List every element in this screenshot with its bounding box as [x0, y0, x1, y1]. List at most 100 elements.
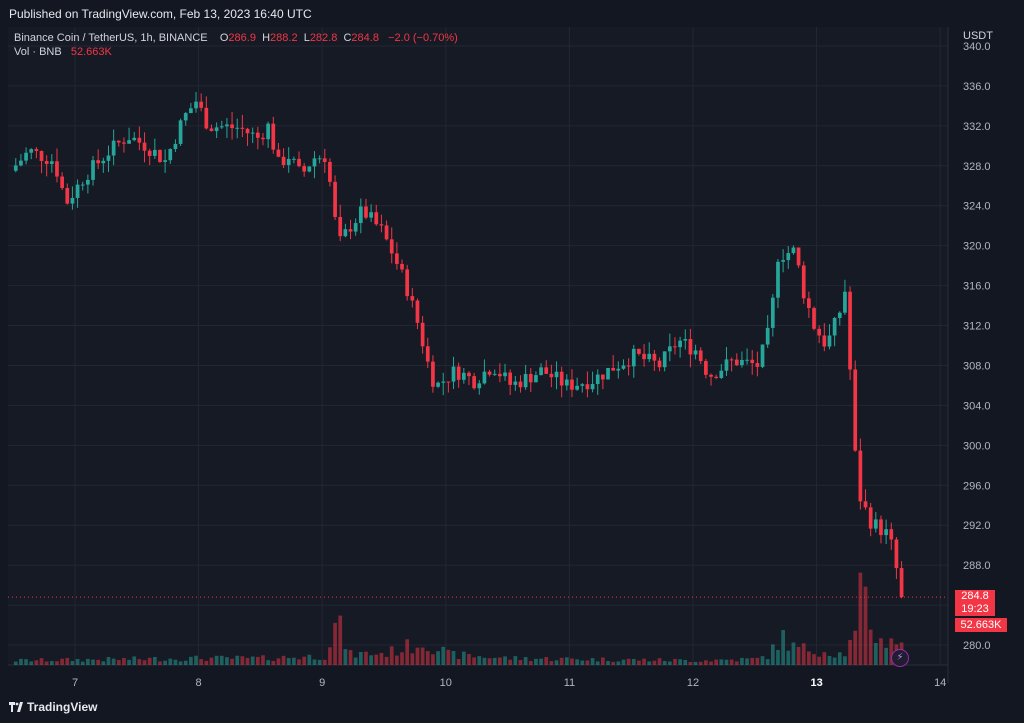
- volume-bar: [127, 659, 131, 665]
- volume-bar: [498, 657, 502, 665]
- candle-body: [168, 148, 173, 161]
- volume-bar: [389, 646, 394, 665]
- candle-body: [812, 308, 816, 329]
- volume-bar: [302, 656, 307, 665]
- volume-bar: [781, 630, 785, 665]
- volume-bar: [745, 658, 749, 665]
- candle-body: [451, 366, 456, 382]
- candle-body: [755, 363, 760, 367]
- candle-body: [884, 529, 888, 536]
- candle-body: [55, 161, 59, 177]
- volume-bar: [770, 644, 775, 665]
- candle-body: [807, 298, 811, 309]
- published-text: Published on TradingView.com, Feb 13, 20…: [9, 7, 312, 21]
- candle-body: [601, 374, 605, 380]
- volume-bar: [436, 651, 440, 665]
- volume-bar: [348, 650, 353, 665]
- candle-body: [456, 366, 461, 380]
- volume-bar: [312, 659, 317, 665]
- volume-bar: [24, 659, 28, 665]
- candle-body: [106, 155, 111, 161]
- candle-body: [420, 322, 425, 347]
- symbol-title[interactable]: Binance Coin / TetherUS, 1h, BINANCE: [14, 32, 208, 44]
- volume-bar: [652, 660, 657, 665]
- candle-body: [667, 346, 672, 352]
- volume-bar: [611, 661, 616, 665]
- candle-body: [65, 188, 70, 204]
- candle-body: [827, 335, 832, 347]
- volume-bar: [487, 658, 492, 665]
- volume-bar: [740, 657, 744, 665]
- volume-bar: [724, 659, 729, 665]
- volume-bar: [848, 639, 852, 665]
- volume-bar: [657, 658, 662, 665]
- volume-bar: [477, 656, 482, 665]
- volume-bar: [405, 639, 410, 665]
- volume-bar: [379, 652, 384, 665]
- tradingview-logo[interactable]: TradingView: [9, 700, 97, 714]
- volume-bar: [868, 629, 873, 665]
- candle-body: [698, 350, 703, 362]
- volume-bar: [492, 657, 497, 665]
- volume-bar: [240, 656, 245, 665]
- close-label: C: [343, 32, 352, 44]
- candle-body: [492, 373, 497, 375]
- candle-body: [817, 328, 822, 336]
- volume-bar: [585, 660, 590, 665]
- volume-bar: [189, 656, 193, 665]
- candle-body: [369, 212, 373, 218]
- volume-bar: [580, 660, 585, 665]
- candle-body: [662, 351, 667, 368]
- volume-bar: [467, 654, 471, 665]
- volume-bar: [111, 658, 116, 665]
- candle-body: [642, 353, 646, 360]
- candle-body: [49, 161, 54, 164]
- volume-bar: [374, 654, 379, 665]
- candle-body: [801, 265, 806, 299]
- volume-bar: [276, 658, 281, 665]
- candle-body: [189, 108, 193, 114]
- candle-body: [611, 367, 616, 371]
- candle-body: [111, 140, 116, 156]
- candle-body: [183, 113, 188, 121]
- bar-countdown-tag: 19:23: [955, 603, 995, 616]
- volume-bar: [709, 661, 713, 665]
- candle-body: [477, 383, 482, 389]
- candle-body: [848, 291, 852, 370]
- volume-bar: [255, 656, 260, 665]
- candle-body: [338, 216, 343, 237]
- volume-bar: [286, 658, 291, 665]
- volume-bar: [642, 658, 646, 665]
- volume-bar: [534, 658, 538, 665]
- volume-bar: [19, 658, 23, 665]
- candle-body: [358, 206, 363, 224]
- candle-body: [34, 149, 39, 151]
- candle-body: [44, 160, 49, 164]
- volume-bar: [590, 658, 595, 665]
- volume-bar: [601, 657, 605, 665]
- candle-body: [585, 384, 590, 390]
- candle-body: [400, 263, 404, 270]
- volume-bar: [322, 659, 327, 665]
- candle-body: [745, 359, 749, 361]
- lightning-icon[interactable]: ⚡: [891, 649, 909, 667]
- volume-bar: [575, 659, 579, 665]
- candle-body: [312, 158, 317, 167]
- candle-body: [297, 158, 301, 167]
- volume-bar: [714, 659, 719, 665]
- footer-brand: TradingView: [27, 700, 98, 714]
- volume-bar: [204, 660, 209, 665]
- candle-body: [214, 127, 219, 132]
- volume-bar: [122, 657, 126, 665]
- high-label: H: [262, 32, 271, 44]
- volume-bar: [225, 657, 229, 665]
- candle-body: [364, 206, 368, 218]
- volume-bar: [858, 572, 863, 665]
- volume-bar: [333, 622, 337, 665]
- volume-bar: [86, 658, 90, 665]
- chart-panel[interactable]: [8, 27, 948, 665]
- candle-body: [606, 367, 610, 380]
- price-axis-unit[interactable]: USDT: [963, 30, 993, 42]
- volume-label[interactable]: Vol · BNB: [14, 46, 62, 58]
